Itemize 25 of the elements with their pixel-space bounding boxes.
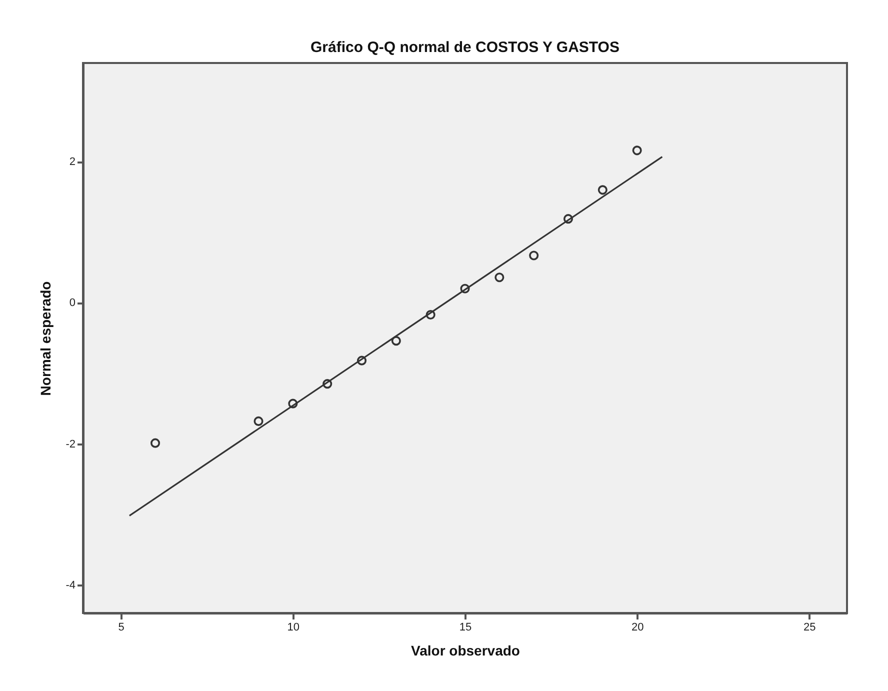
point xyxy=(632,146,642,156)
chart-title: Gráfico Q-Q normal de COSTOS Y GASTOS xyxy=(310,39,620,56)
x-tick-label: 25 xyxy=(804,622,816,634)
x-tick-label: 15 xyxy=(459,622,472,634)
y-tick-label: 2 xyxy=(69,156,76,168)
point xyxy=(254,416,264,426)
point xyxy=(391,336,401,346)
x-tick-label: 20 xyxy=(631,622,644,634)
x-axis-title: Valor observado xyxy=(411,642,520,658)
y-tick-label: -4 xyxy=(66,579,76,592)
x-tick-label: 10 xyxy=(287,622,300,634)
y-tick-label: -2 xyxy=(66,438,76,450)
y-tick-label: 0 xyxy=(69,297,76,310)
point xyxy=(322,379,332,389)
point xyxy=(494,272,504,282)
point xyxy=(529,250,539,260)
point xyxy=(288,398,298,408)
point xyxy=(460,284,470,294)
x-tick-label: 5 xyxy=(118,622,124,634)
point xyxy=(356,356,367,366)
point xyxy=(150,438,160,448)
y-axis-title: Normal esperado xyxy=(38,281,54,396)
point xyxy=(598,185,608,195)
point xyxy=(426,310,436,320)
point xyxy=(563,214,574,224)
